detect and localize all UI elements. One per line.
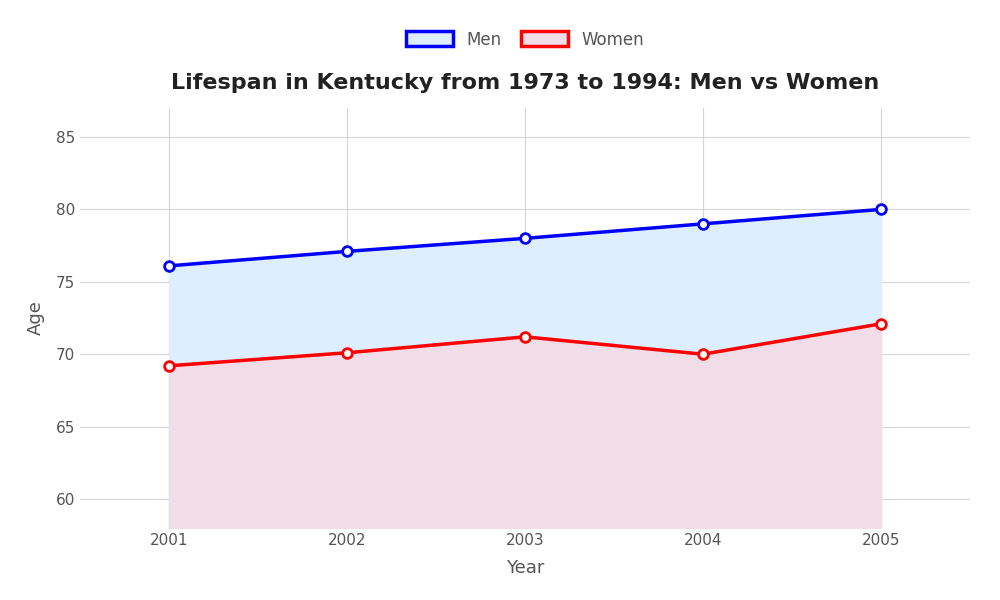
X-axis label: Year: Year bbox=[506, 559, 544, 577]
Y-axis label: Age: Age bbox=[27, 301, 45, 335]
Legend: Men, Women: Men, Women bbox=[399, 24, 651, 55]
Title: Lifespan in Kentucky from 1973 to 1994: Men vs Women: Lifespan in Kentucky from 1973 to 1994: … bbox=[171, 73, 879, 92]
